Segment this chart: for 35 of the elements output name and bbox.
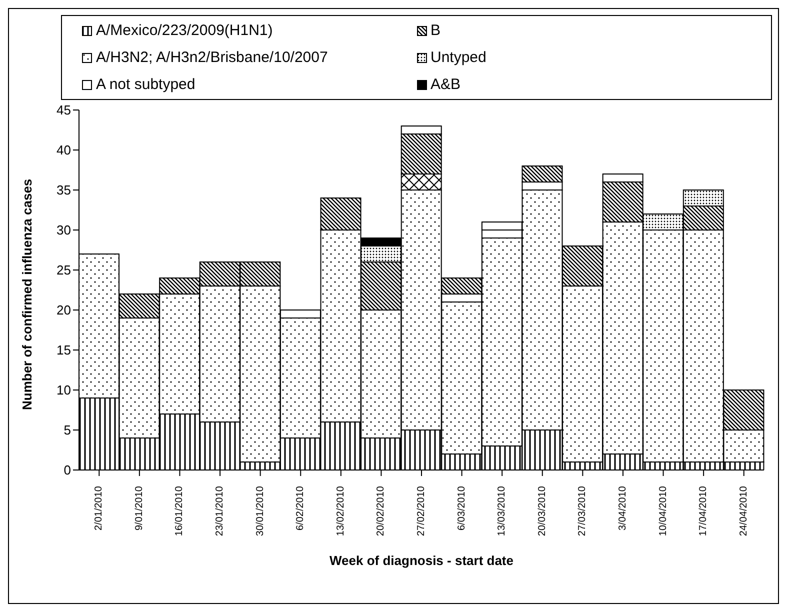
x-tick-label: 6/03/2010 [456, 486, 468, 530]
y-tick-label: 5 [64, 422, 71, 438]
x-axis-title: Week of diagnosis - start date [330, 553, 514, 568]
x-tick-label: 13/03/2010 [496, 486, 508, 536]
y-tick-label: 45 [56, 102, 71, 118]
y-tick-label: 0 [64, 462, 71, 478]
x-tick-label: 20/03/2010 [536, 486, 548, 536]
y-tick-label: 10 [56, 382, 71, 398]
y-tick-label: 25 [56, 262, 71, 278]
x-tick-label: 10/04/2010 [658, 486, 669, 536]
x-tick-label: 24/04/2010 [738, 486, 750, 536]
y-tick-label: 30 [56, 222, 71, 238]
x-tick-label: 16/01/2010 [174, 486, 186, 536]
legend-label: A/H3N2; A/H3n2/Brisbane/10/2007 [96, 49, 328, 66]
x-tick-label: 6/02/2010 [295, 486, 306, 530]
legend-label: Untyped [430, 49, 486, 66]
x-tick-label: 13/02/2010 [335, 486, 346, 536]
y-tick-label: 20 [56, 302, 71, 318]
y-tick-label: 15 [56, 342, 71, 358]
legend-label: A&B [430, 76, 461, 93]
legend-label: A/Mexico/223/2009(H1N1) [96, 22, 273, 39]
x-tick-label: 23/01/2010 [214, 486, 226, 536]
y-tick-label: 40 [56, 142, 71, 158]
x-tick-label: 27/02/2010 [416, 486, 427, 536]
x-tick-label: 3/04/2010 [617, 486, 628, 530]
x-tick-label: 9/01/2010 [134, 486, 145, 530]
y-axis-title: Number of confirmed influenza cases [20, 178, 35, 410]
legend-label: A not subtyped [96, 76, 196, 93]
legend-label: B [430, 22, 441, 39]
x-tick-label: 27/03/2010 [577, 486, 588, 536]
y-tick-label: 35 [56, 182, 71, 198]
x-tick-label: 20/02/2010 [376, 486, 387, 536]
x-tick-label: 30/01/2010 [254, 486, 266, 536]
x-tick-label: 2/01/2010 [94, 486, 105, 530]
x-tick-label: 17/04/2010 [698, 486, 710, 536]
